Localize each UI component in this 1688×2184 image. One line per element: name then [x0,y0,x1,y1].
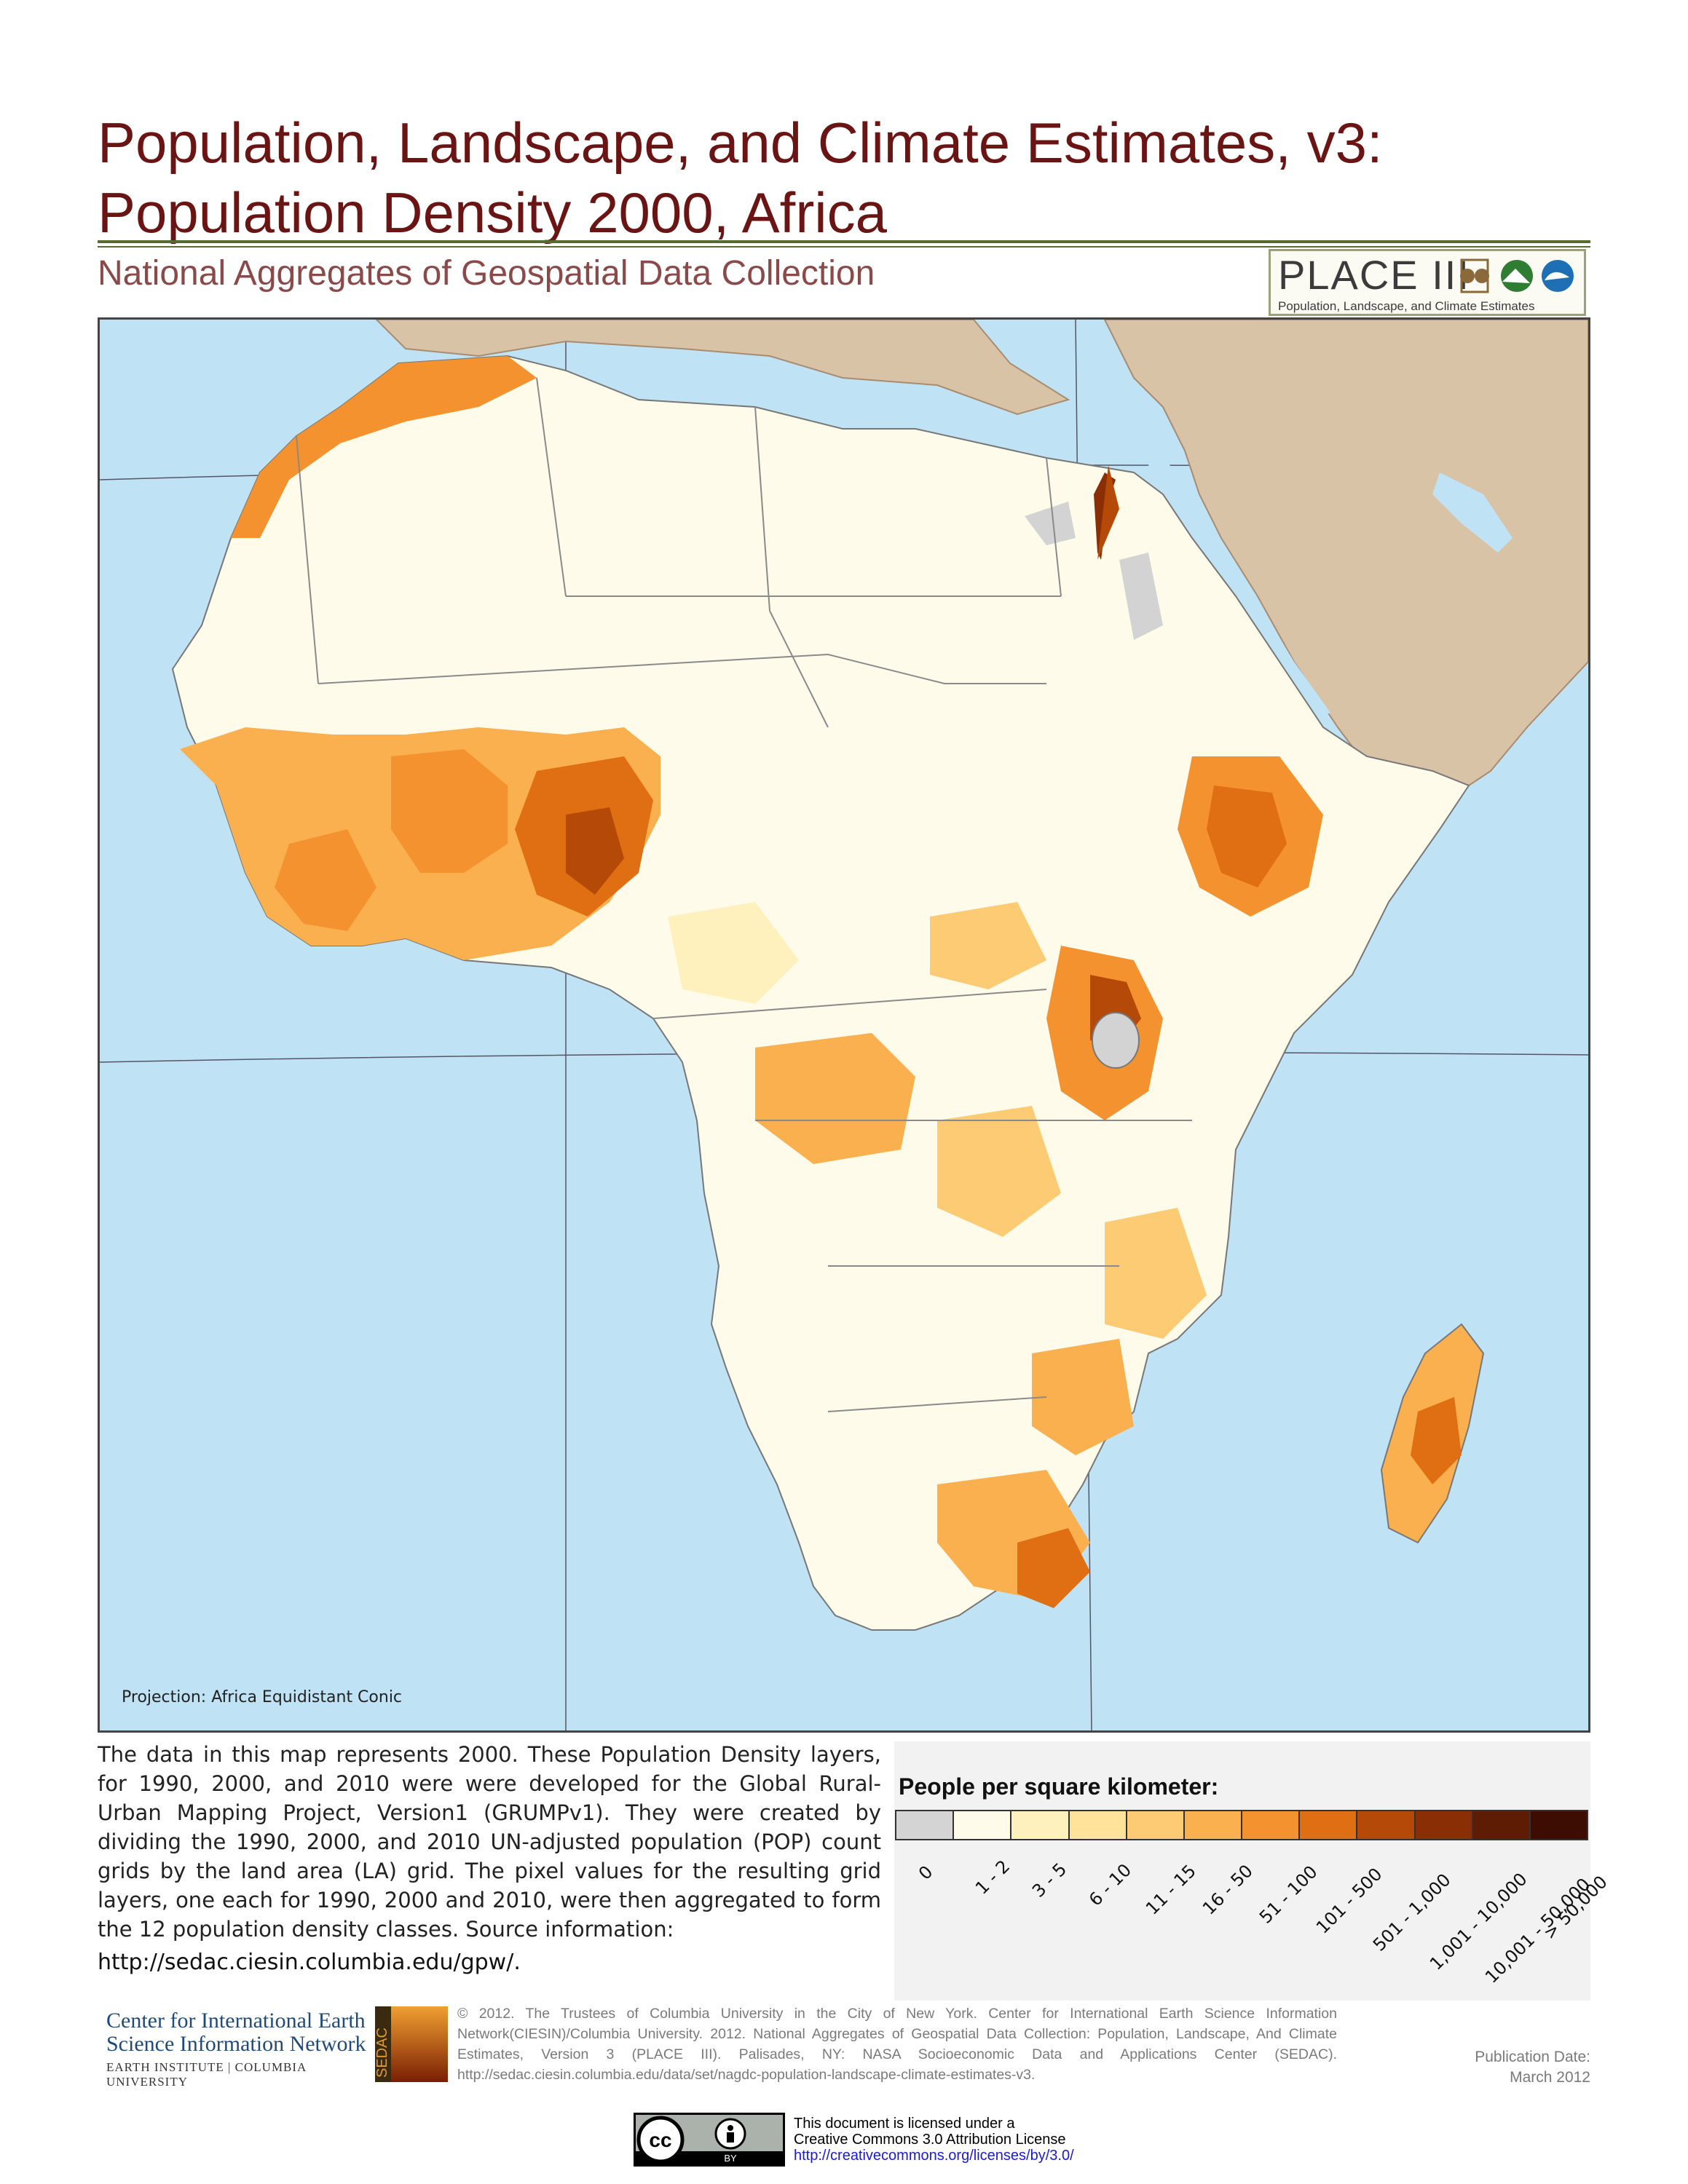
creative-commons-badge: cc BY [634,2113,785,2167]
country-borders [296,377,1192,1412]
legend-swatch-10 [1471,1810,1531,1840]
legend-swatch-2 [1010,1810,1070,1840]
legend-label-2: 3 - 5 [1028,1859,1071,1902]
projection-note: Projection: Africa Equidistant Conic [122,1688,403,1706]
legend-title: People per square kilometer: [899,1773,1219,1800]
legend-swatch-11 [1529,1810,1589,1840]
publication-date: Publication Date: March 2012 [1475,2047,1590,2088]
red-sea [1148,451,1330,724]
ciesin-name-line2: Science Information Network [106,2032,366,2056]
legend-label-4: 11 - 15 [1142,1860,1200,1919]
title-rule [98,240,1590,243]
svg-text:cc: cc [649,2129,671,2151]
legend-swatch-1 [953,1810,1012,1840]
persian-gulf [1432,472,1513,553]
ciesin-affiliation: EARTH INSTITUTE | COLUMBIA UNIVERSITY [106,2060,307,2089]
africa-landmass [171,355,1470,1631]
license-line-1: This document is licensed under a [794,2116,1015,2132]
place-iii-logo: PLACE III Population, Landscape, and Cli… [1269,249,1586,316]
legend-swatch-3 [1068,1810,1127,1840]
page-title: Population, Landscape, and Climate Estim… [98,108,1590,248]
legend-swatch-6 [1241,1810,1301,1840]
ciesin-name-line1: Center for International Earth [106,2009,366,2033]
legend-label-0: 0 [915,1861,937,1884]
legend-swatches [895,1810,1589,1840]
description-text: The data in this map represents 2000. Th… [98,1742,881,1942]
people-landscape-climate-icon [1460,258,1574,293]
ciesin-logo: Center for International Earth Science I… [106,2009,368,2089]
legend-swatch-9 [1413,1810,1473,1840]
legend-swatch-5 [1183,1810,1243,1840]
legend-label-7: 101 - 500 [1312,1864,1387,1938]
legend-swatch-8 [1356,1810,1416,1840]
license-line-2: Creative Commons 3.0 Attribution License [794,2132,1066,2148]
legend-swatch-7 [1298,1810,1358,1840]
license-url-link[interactable]: http://creativecommons.org/licenses/by/3… [794,2148,1074,2164]
legend-label-5: 16 - 50 [1199,1860,1257,1919]
map-description: The data in this map represents 2000. Th… [98,1740,881,1977]
surrounding-land [375,320,1588,816]
population-density-map [100,320,1588,1730]
copyright-citation: © 2012. The Trustees of Columbia Univers… [457,2006,1337,2083]
title-rule-thin [98,246,1590,248]
publication-date-label: Publication Date: [1475,2049,1590,2065]
title-line-2: Population Density 2000, Africa [98,181,888,245]
density-legend: People per square kilometer: 0 1 - 2 3 -… [894,1741,1612,2001]
place-iii-logo-title: PLACE III [1278,252,1470,298]
cc-by-icon: cc BY [636,2115,783,2164]
legend-swatch-0 [895,1810,955,1840]
legend-label-3: 6 - 10 [1085,1859,1136,1910]
legend-label-6: 51 - 100 [1255,1861,1322,1928]
source-url-link[interactable]: http://sedac.ciesin.columbia.edu/gpw/. [98,1950,521,1975]
place-iii-logo-subtitle: Population, Landscape, and Climate Estim… [1278,299,1535,313]
collection-subtitle: National Aggregates of Geospatial Data C… [98,254,875,293]
sedac-logo-text: SEDAC [375,2027,390,2078]
title-line-1: Population, Landscape, and Climate Estim… [98,111,1383,175]
publication-date-value: March 2012 [1510,2069,1590,2086]
legend-swatch-4 [1125,1810,1185,1840]
africa-map: Projection: Africa Equidistant Conic [98,317,1590,1733]
legend-label-1: 1 - 2 [971,1856,1014,1899]
madagascar-highlands [1411,1397,1462,1484]
sedac-logo-icon: SEDAC [375,2006,448,2082]
cc-by-label: BY [724,2153,737,2164]
license-notice: This document is licensed under a Creati… [794,2116,1074,2164]
